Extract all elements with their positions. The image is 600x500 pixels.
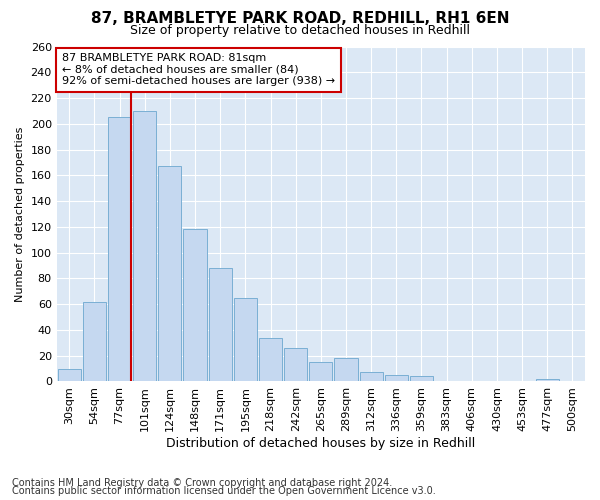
Bar bbox=[184, 230, 206, 382]
Bar bbox=[309, 362, 332, 382]
Bar bbox=[133, 111, 156, 382]
Bar bbox=[58, 368, 81, 382]
Bar bbox=[334, 358, 358, 382]
Text: Contains HM Land Registry data © Crown copyright and database right 2024.: Contains HM Land Registry data © Crown c… bbox=[12, 478, 392, 488]
Bar bbox=[108, 118, 131, 382]
Text: Size of property relative to detached houses in Redhill: Size of property relative to detached ho… bbox=[130, 24, 470, 37]
Text: 87 BRAMBLETYE PARK ROAD: 81sqm
← 8% of detached houses are smaller (84)
92% of s: 87 BRAMBLETYE PARK ROAD: 81sqm ← 8% of d… bbox=[62, 53, 335, 86]
Text: Contains public sector information licensed under the Open Government Licence v3: Contains public sector information licen… bbox=[12, 486, 436, 496]
Bar bbox=[83, 302, 106, 382]
Bar bbox=[385, 375, 408, 382]
Y-axis label: Number of detached properties: Number of detached properties bbox=[15, 126, 25, 302]
Bar bbox=[410, 376, 433, 382]
Bar bbox=[158, 166, 181, 382]
Bar bbox=[209, 268, 232, 382]
Bar bbox=[359, 372, 383, 382]
X-axis label: Distribution of detached houses by size in Redhill: Distribution of detached houses by size … bbox=[166, 437, 475, 450]
Bar bbox=[259, 338, 282, 382]
Bar bbox=[536, 379, 559, 382]
Text: 87, BRAMBLETYE PARK ROAD, REDHILL, RH1 6EN: 87, BRAMBLETYE PARK ROAD, REDHILL, RH1 6… bbox=[91, 11, 509, 26]
Bar bbox=[234, 298, 257, 382]
Bar bbox=[284, 348, 307, 382]
